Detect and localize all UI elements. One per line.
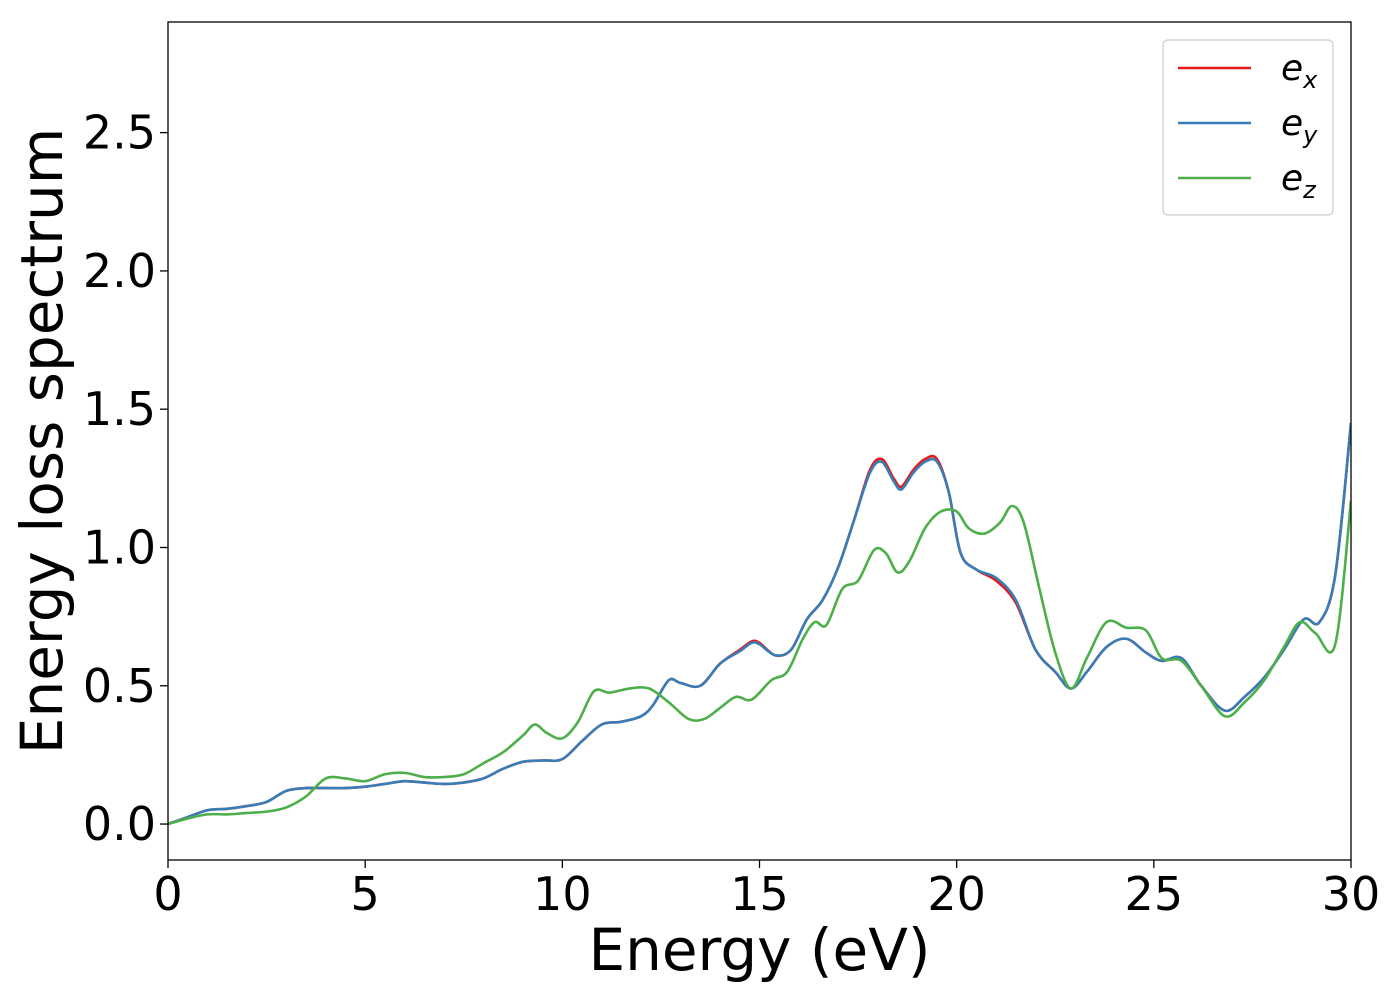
x-axis-label: Energy (eV) — [588, 916, 930, 984]
x-tick-label: 5 — [351, 867, 380, 921]
series-line-e-y — [168, 422, 1351, 826]
y-tick-label: 0.5 — [83, 659, 156, 713]
legend-item-e-y: ey — [1178, 103, 1318, 149]
x-tick-label: 20 — [927, 867, 986, 921]
y-tick-label: 1.0 — [83, 520, 156, 574]
series-line-e-z — [168, 500, 1351, 826]
legend-label: ez — [1281, 158, 1317, 204]
y-axis: 0.0 0.5 1.0 1.5 2.0 2.5 — [83, 106, 168, 851]
x-tick-label: 10 — [533, 867, 592, 921]
series-line-e-x — [168, 422, 1351, 826]
y-tick-label: 2.0 — [83, 244, 156, 298]
legend-label: ex — [1281, 48, 1318, 94]
legend-item-e-x: ex — [1178, 48, 1318, 94]
legend-item-e-z: ez — [1178, 158, 1317, 204]
legend-box — [1162, 39, 1334, 216]
legend: ex ey ez — [1162, 39, 1334, 216]
x-tick-label: 0 — [153, 867, 182, 921]
plot-area — [168, 422, 1351, 826]
x-tick-label: 30 — [1322, 867, 1381, 921]
legend-label: ey — [1281, 103, 1318, 149]
x-axis: 0 5 10 15 20 25 30 — [153, 860, 1380, 921]
y-tick-label: 2.5 — [83, 106, 156, 160]
y-tick-label: 1.5 — [83, 382, 156, 436]
x-tick-label: 15 — [730, 867, 789, 921]
y-axis-label: Energy loss spectrum — [8, 128, 76, 754]
x-tick-label: 25 — [1125, 867, 1184, 921]
y-tick-label: 0.0 — [83, 797, 156, 851]
